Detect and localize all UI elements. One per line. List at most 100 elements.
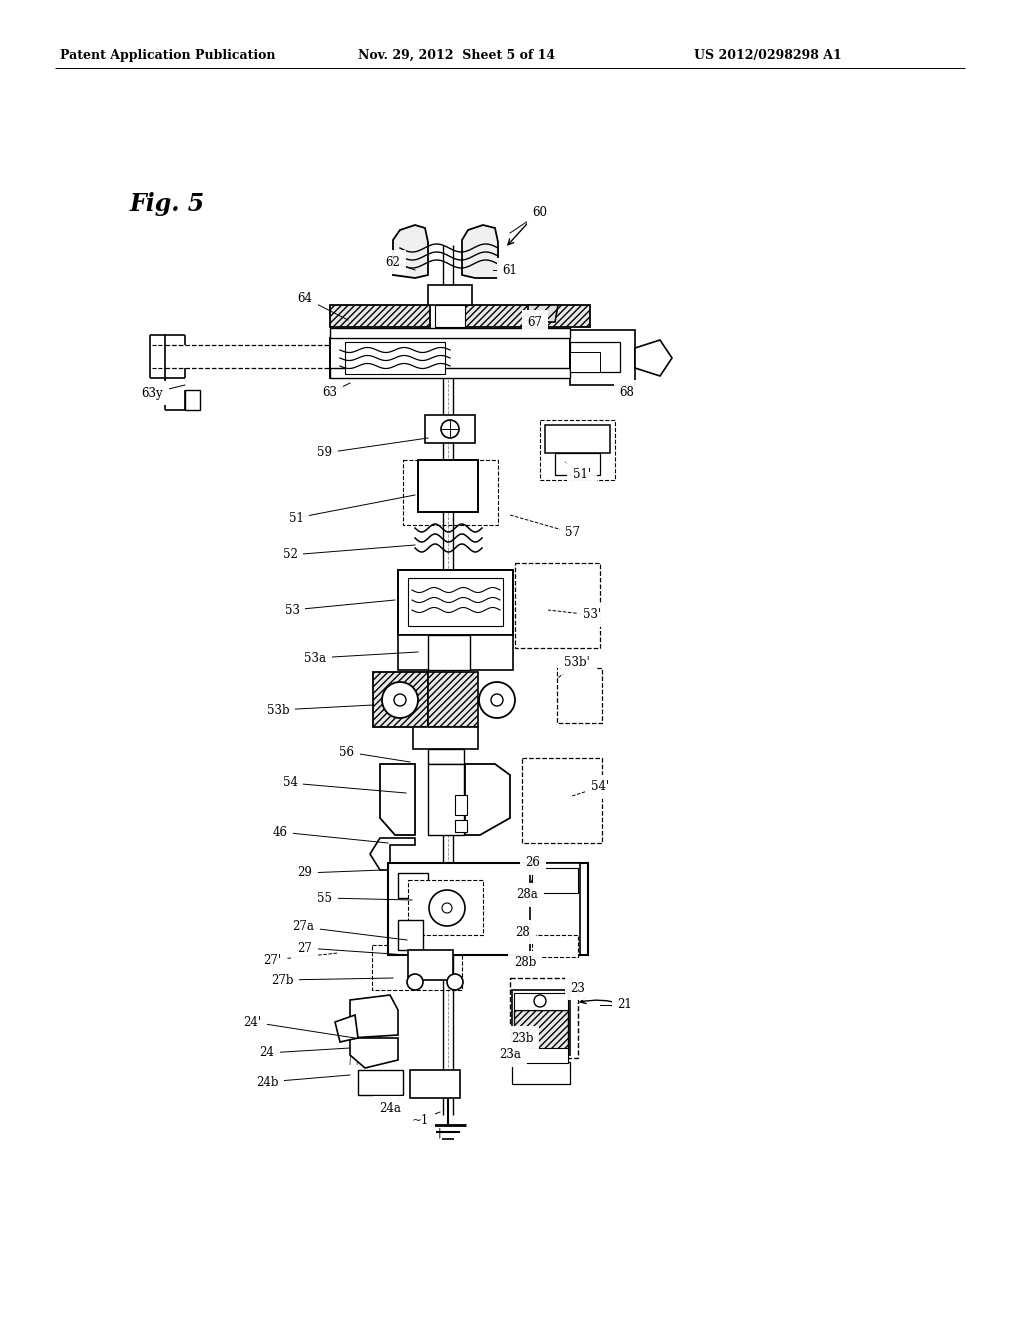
- Text: 29: 29: [298, 866, 312, 879]
- Text: 28: 28: [516, 925, 530, 939]
- Text: 53: 53: [285, 603, 299, 616]
- Polygon shape: [350, 1038, 398, 1068]
- Bar: [455, 795, 467, 814]
- Text: 67: 67: [527, 315, 543, 329]
- Circle shape: [441, 420, 459, 438]
- Polygon shape: [462, 224, 498, 279]
- Text: 53b': 53b': [564, 656, 590, 668]
- Text: 57: 57: [565, 527, 581, 540]
- Bar: [398, 570, 513, 635]
- Bar: [530, 863, 580, 954]
- Polygon shape: [370, 838, 415, 870]
- Text: Patent Application Publication: Patent Application Publication: [60, 49, 275, 62]
- Bar: [514, 1010, 568, 1052]
- Text: 46: 46: [272, 825, 288, 838]
- Text: 28b: 28b: [514, 957, 537, 969]
- Text: 56: 56: [340, 746, 354, 759]
- Text: 27': 27': [263, 953, 281, 966]
- Circle shape: [382, 682, 418, 718]
- Text: 24: 24: [259, 1047, 274, 1060]
- Bar: [435, 305, 465, 327]
- Text: 23a: 23a: [499, 1048, 521, 1061]
- Bar: [570, 342, 620, 372]
- Bar: [515, 564, 600, 648]
- Bar: [522, 758, 602, 843]
- Text: 54: 54: [283, 776, 298, 789]
- Text: 53a: 53a: [304, 652, 326, 664]
- Text: 21: 21: [617, 998, 633, 1011]
- Bar: [373, 672, 428, 727]
- Polygon shape: [380, 764, 415, 836]
- Bar: [358, 1071, 403, 1096]
- Polygon shape: [465, 764, 510, 836]
- Bar: [408, 880, 483, 935]
- Bar: [398, 635, 438, 671]
- Bar: [512, 1063, 570, 1084]
- Polygon shape: [393, 224, 428, 279]
- Text: 60: 60: [532, 206, 548, 219]
- Circle shape: [447, 974, 463, 990]
- Text: 54': 54': [591, 780, 609, 793]
- Bar: [514, 1048, 568, 1063]
- Text: 61: 61: [503, 264, 517, 276]
- Bar: [185, 389, 200, 411]
- Bar: [330, 327, 570, 338]
- Text: 24': 24': [243, 1015, 261, 1028]
- Circle shape: [534, 995, 546, 1007]
- Bar: [545, 425, 610, 453]
- Text: 60: 60: [532, 206, 548, 219]
- Bar: [428, 764, 464, 836]
- Bar: [408, 578, 503, 626]
- Text: |: |: [438, 1129, 441, 1138]
- Bar: [428, 635, 470, 671]
- Text: 59: 59: [317, 446, 333, 459]
- Text: 21: 21: [617, 998, 633, 1011]
- Text: 64: 64: [298, 292, 312, 305]
- Bar: [425, 414, 475, 444]
- Text: 26: 26: [525, 857, 541, 870]
- Bar: [428, 672, 478, 727]
- Text: 23b: 23b: [511, 1031, 534, 1044]
- Text: 53b: 53b: [266, 704, 290, 717]
- Circle shape: [429, 890, 465, 927]
- Bar: [330, 305, 430, 327]
- Bar: [555, 453, 600, 475]
- Polygon shape: [635, 341, 672, 376]
- Bar: [510, 978, 578, 1059]
- Bar: [403, 459, 498, 525]
- Polygon shape: [528, 305, 558, 322]
- Bar: [428, 285, 472, 305]
- Bar: [532, 935, 578, 957]
- Bar: [372, 945, 462, 990]
- Text: 23: 23: [570, 982, 586, 994]
- Text: 51: 51: [289, 511, 303, 524]
- Circle shape: [442, 903, 452, 913]
- Bar: [398, 873, 428, 898]
- Bar: [570, 352, 600, 372]
- Text: US 2012/0298298 A1: US 2012/0298298 A1: [694, 49, 842, 62]
- Bar: [330, 338, 570, 378]
- Bar: [413, 727, 478, 748]
- Bar: [514, 993, 568, 1010]
- Circle shape: [490, 694, 503, 706]
- Bar: [408, 950, 453, 979]
- Text: 27b: 27b: [270, 974, 293, 986]
- Text: 27a: 27a: [292, 920, 314, 933]
- Bar: [570, 330, 635, 385]
- Bar: [460, 305, 590, 327]
- Text: 55: 55: [317, 891, 333, 904]
- Text: 62: 62: [386, 256, 400, 268]
- Bar: [345, 342, 445, 374]
- Text: 68: 68: [620, 385, 635, 399]
- Bar: [330, 368, 570, 378]
- Bar: [557, 668, 602, 723]
- Text: 63: 63: [323, 387, 338, 400]
- Text: 52: 52: [283, 549, 297, 561]
- Text: Nov. 29, 2012  Sheet 5 of 14: Nov. 29, 2012 Sheet 5 of 14: [358, 49, 555, 62]
- Bar: [428, 748, 464, 764]
- Circle shape: [394, 694, 406, 706]
- Text: 53': 53': [583, 609, 601, 622]
- Text: ~1: ~1: [412, 1114, 429, 1126]
- Text: 24b: 24b: [256, 1076, 279, 1089]
- Polygon shape: [335, 1015, 358, 1041]
